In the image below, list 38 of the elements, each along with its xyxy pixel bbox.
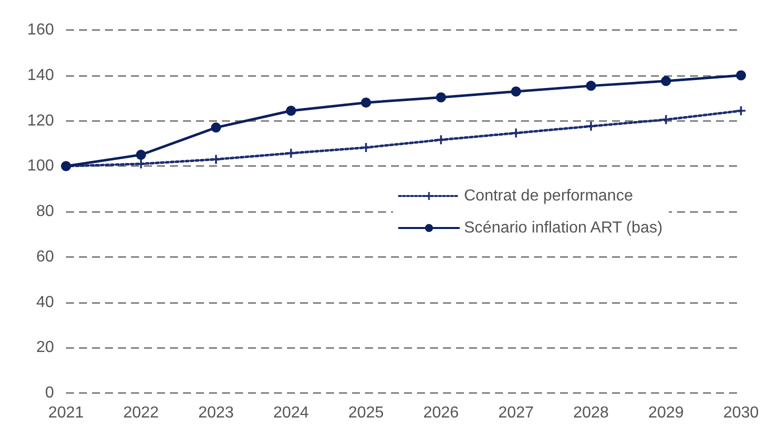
point: [662, 115, 670, 124]
point: [586, 122, 596, 131]
x-tick-label: 2021: [48, 404, 84, 422]
legend-label: Contrat de performance: [464, 188, 634, 204]
x-tick-label: 2024: [273, 404, 309, 422]
x-tick-label: 2029: [648, 404, 684, 422]
x-tick-label: 2030: [723, 404, 759, 422]
y-tick-label: 160: [27, 22, 54, 38]
y-tick-label: 40: [36, 294, 54, 311]
point: [211, 122, 221, 133]
point: [511, 86, 521, 96]
y-tick-label: 80: [36, 203, 54, 220]
point: [436, 92, 446, 102]
y-tick-label: 100: [27, 158, 54, 175]
point: [361, 98, 371, 108]
point: [286, 148, 296, 158]
point: [136, 150, 146, 160]
point: [586, 80, 596, 91]
point: [212, 154, 220, 164]
y-tick-label: 60: [36, 248, 54, 266]
y-tick-label: 0: [45, 384, 54, 402]
point: [436, 135, 446, 144]
x-tick-label: 2027: [498, 404, 534, 422]
x-tick-label: 2028: [573, 404, 609, 422]
y-tick-label: 120: [27, 112, 54, 130]
y-tick-label: 20: [36, 339, 54, 356]
x-tick-label: 2025: [348, 404, 384, 422]
legend-label: Scénario inflation ART (bas): [464, 220, 663, 236]
point: [736, 106, 746, 116]
x-tick-label: 2026: [423, 404, 459, 422]
point: [512, 128, 520, 138]
point: [661, 76, 671, 86]
x-tick-label: 2023: [198, 404, 234, 422]
point: [736, 70, 746, 80]
x-tick-label: 2022: [123, 404, 159, 422]
point: [286, 106, 296, 116]
point: [362, 143, 370, 152]
y-tick-label: 140: [27, 66, 54, 84]
